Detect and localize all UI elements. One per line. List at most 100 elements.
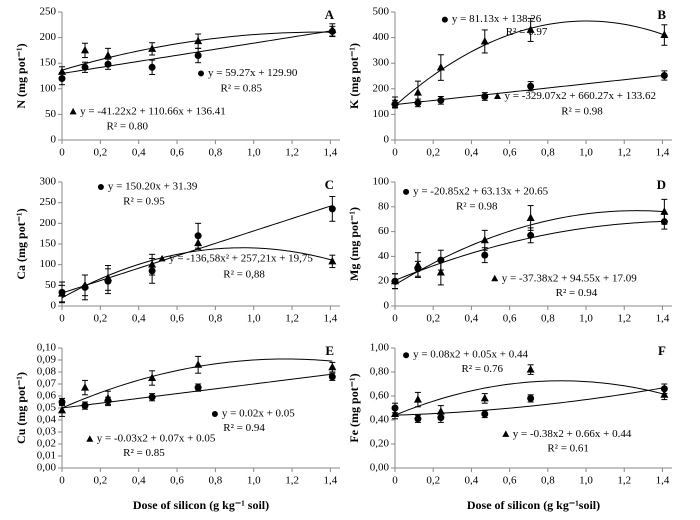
legend-symbol: [403, 352, 410, 359]
y-tick-label: 0,02: [37, 438, 56, 450]
y-tick-label: 40: [378, 250, 390, 262]
x-tick-label: 1,2: [285, 147, 299, 159]
legend-symbol: [69, 107, 77, 115]
triangle-marker: [148, 373, 157, 381]
y-tick-label: 300: [40, 176, 57, 188]
x-tick-label: 0,4: [132, 313, 146, 325]
circle-marker: [527, 231, 535, 239]
triangle-marker: [328, 362, 337, 371]
triangle-marker: [413, 395, 422, 403]
legend-symbol: [198, 70, 204, 77]
x-tick-label: 1,2: [285, 475, 299, 487]
y-tick-label: 0,00: [37, 462, 57, 474]
circle-marker: [391, 404, 399, 412]
triangle-marker: [413, 88, 422, 96]
r-squared: R² = 0.85: [123, 447, 165, 459]
y-tick-label: 0,20: [370, 438, 390, 450]
equation: y = -37.38x2 + 94.55x + 17.09: [502, 272, 638, 284]
y-tick-label: 0,07: [37, 378, 57, 390]
x-tick-label: 0,2: [93, 147, 107, 159]
x-tick-label: 1,0: [579, 147, 593, 159]
x-tick-label: 0,2: [426, 147, 440, 159]
x-tick-label: 1,2: [617, 147, 631, 159]
circle-marker: [481, 251, 489, 259]
x-tick-label: 0,6: [503, 147, 517, 159]
triangle-marker: [436, 268, 445, 276]
y-tick-label: 60: [378, 225, 390, 237]
r-squared: R² = 0.76: [461, 363, 503, 375]
triangle-marker: [58, 289, 66, 297]
y-tick-label: 0,00: [370, 462, 390, 474]
panel-letter: B: [657, 7, 666, 22]
legend-symbol: [403, 188, 410, 195]
equation: y = -20.85x2 + 63.13x + 20.65: [413, 185, 549, 197]
panel-letter: D: [657, 177, 666, 192]
r-squared: R² = 0.85: [220, 82, 262, 94]
y-tick-label: 0: [51, 300, 57, 312]
y-tick-label: 0: [384, 300, 390, 312]
x-tick-label: 0,8: [541, 147, 555, 159]
equation: y = -329.07x2 + 660.27x + 133.62: [504, 90, 656, 102]
x-tick-label: 1,0: [247, 313, 261, 325]
triangle-marker: [660, 390, 669, 398]
x-tick-label: 1,4: [656, 475, 670, 487]
triangle-marker: [104, 393, 113, 402]
y-tick-label: 200: [40, 217, 57, 229]
x-tick-label: 1,4: [324, 475, 338, 487]
triangle-marker: [391, 409, 399, 417]
trend-line: [394, 380, 665, 416]
triangle-marker: [58, 405, 66, 414]
y-tick-label: 0,10: [37, 342, 57, 354]
circle-marker: [527, 394, 535, 402]
equation: y = -0.03x2 + 0.07x + 0.05: [97, 433, 216, 445]
x-tick-label: 1,4: [324, 313, 338, 325]
r-squared: R² = 0.61: [547, 442, 589, 454]
y-tick-label: 0,01: [37, 450, 56, 462]
x-tick-label: 0,6: [503, 475, 517, 487]
y-tick-label: 50: [45, 108, 57, 120]
x-axis-label: Dose of silicon (g kg⁻¹soil): [467, 498, 600, 512]
circle-marker: [81, 63, 89, 71]
triangle-marker: [526, 365, 535, 373]
circle-marker: [194, 384, 202, 392]
triangle-marker: [660, 30, 669, 39]
x-tick-label: 1,2: [617, 313, 631, 325]
x-tick-label: 0,4: [465, 313, 479, 325]
x-tick-label: 0: [59, 475, 65, 487]
x-tick-label: 0,4: [465, 147, 479, 159]
x-tick-label: 0,6: [503, 313, 517, 325]
x-tick-label: 0,6: [170, 147, 184, 159]
triangle-marker: [148, 260, 157, 268]
y-tick-label: 100: [373, 108, 390, 120]
r-squared: R² = 0,88: [223, 269, 265, 281]
triangle-marker: [660, 207, 669, 215]
trend-line: [61, 31, 333, 71]
circle-marker: [481, 410, 489, 418]
triangle-marker: [391, 97, 399, 106]
x-tick-label: 0: [59, 147, 65, 159]
triangle-marker: [526, 25, 535, 33]
legend-symbol: [491, 274, 499, 282]
legend-symbol: [502, 430, 510, 437]
equation: y = 0.08x2 + 0.05x + 0.44: [413, 349, 528, 361]
r-squared: R² = 0.80: [106, 121, 148, 133]
x-tick-label: 0,8: [209, 475, 223, 487]
y-tick-label: 20: [378, 275, 390, 287]
x-axis-label: Dose of silicon (g kg⁻¹ soil): [133, 498, 269, 512]
y-tick-label: 80: [378, 200, 390, 212]
y-tick-label: 0,60: [370, 390, 390, 402]
x-tick-label: 1,0: [579, 475, 593, 487]
circle-marker: [527, 82, 535, 90]
y-tick-label: 200: [40, 31, 57, 43]
triangle-marker: [480, 393, 489, 402]
x-tick-label: 0,4: [465, 475, 479, 487]
y-axis-label: Fe (mg pot⁻¹): [347, 373, 361, 442]
equation: y = 0.02x + 0.05: [222, 408, 295, 420]
y-axis-label: Cu (mg pot⁻¹): [14, 372, 28, 444]
x-tick-label: 1,0: [247, 475, 261, 487]
triangle-marker: [436, 407, 445, 415]
y-tick-label: 0,05: [37, 402, 57, 414]
x-tick-label: 0: [392, 475, 398, 487]
circle-marker: [81, 402, 89, 410]
